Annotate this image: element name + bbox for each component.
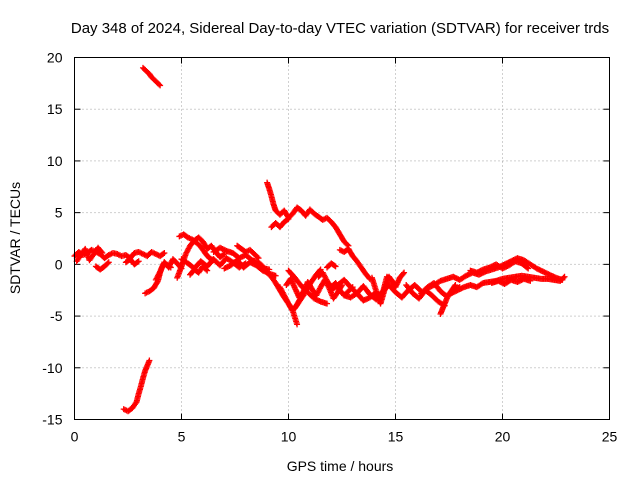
data-point	[220, 251, 227, 258]
data-point	[524, 264, 531, 271]
grid-lines	[74, 57, 610, 420]
data-segment	[336, 245, 373, 282]
data-point	[254, 254, 261, 261]
data-point	[452, 282, 459, 289]
data-segment	[328, 276, 425, 303]
x-tick-label: 10	[281, 429, 297, 445]
data-point	[99, 249, 106, 256]
data-point	[135, 258, 142, 265]
data-point	[134, 259, 141, 266]
data-segment	[268, 215, 292, 231]
data-point	[104, 260, 111, 267]
y-tick-label: 10	[47, 153, 63, 169]
data-point	[294, 321, 301, 328]
x-axis-title: GPS time / hours	[287, 458, 394, 474]
chart-title: Day 348 of 2024, Sidereal Day-to-day VTE…	[71, 20, 609, 37]
data-segment	[92, 259, 112, 273]
data-point	[272, 272, 279, 279]
data-point	[255, 255, 262, 262]
data-segment	[467, 258, 532, 276]
data-segment	[448, 272, 568, 297]
y-tick-label: 0	[55, 256, 63, 272]
data-point	[98, 248, 105, 255]
y-tick-label: 5	[55, 205, 63, 221]
data-point	[161, 249, 168, 256]
data-point	[203, 266, 210, 273]
data-point	[156, 81, 163, 88]
data-point	[157, 82, 164, 89]
data-point	[324, 300, 331, 307]
data-point	[317, 266, 324, 273]
tick-labels: 0 5 10 15 20 25 -15 -10 -5 0 5 10 15 20	[42, 50, 617, 445]
x-tick-label: 20	[495, 429, 511, 445]
data-point	[525, 265, 532, 272]
data-point	[378, 291, 385, 298]
data-segment	[324, 260, 339, 271]
data-point	[451, 283, 458, 290]
data-point	[284, 216, 291, 223]
data-point	[332, 263, 339, 270]
data-point	[527, 277, 534, 284]
data-points	[71, 64, 568, 415]
data-segment	[187, 263, 211, 278]
y-tick-label: -5	[50, 308, 63, 324]
data-segment	[152, 256, 185, 283]
data-segment	[120, 357, 153, 415]
data-segment	[264, 179, 352, 249]
data-segment	[122, 256, 142, 268]
x-tick-label: 0	[71, 429, 79, 445]
x-tick-label: 5	[178, 429, 186, 445]
data-segment	[488, 275, 534, 288]
plot-frame	[74, 57, 610, 420]
data-point	[146, 357, 153, 364]
data-point	[160, 250, 167, 257]
data-point	[285, 215, 292, 222]
y-tick-label: -10	[42, 360, 62, 376]
data-point	[105, 259, 112, 266]
data-segment	[234, 242, 262, 262]
y-tick-label: -15	[42, 412, 62, 428]
data-point	[400, 270, 407, 277]
data-segment	[375, 269, 408, 304]
data-point	[560, 274, 567, 281]
data-point	[331, 262, 338, 269]
y-tick-label: 20	[47, 50, 63, 66]
x-tick-label: 15	[388, 429, 404, 445]
y-tick-label: 15	[47, 101, 63, 117]
data-point	[204, 267, 211, 274]
data-point	[561, 273, 568, 280]
data-segment	[73, 244, 106, 265]
data-segment	[139, 64, 164, 89]
data-segment	[285, 267, 331, 307]
x-tick-label: 25	[602, 429, 618, 445]
y-axis-title: SDTVAR / TECUs	[7, 182, 23, 294]
data-point	[401, 269, 408, 276]
